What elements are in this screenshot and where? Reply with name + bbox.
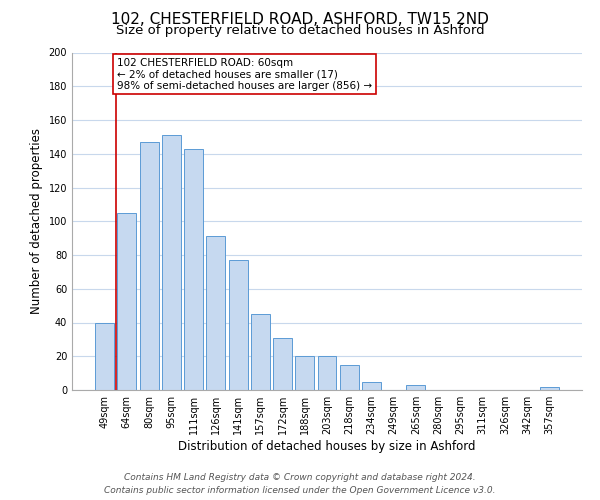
Bar — [340, 364, 359, 390]
Bar — [162, 135, 181, 390]
Bar — [140, 142, 158, 390]
X-axis label: Distribution of detached houses by size in Ashford: Distribution of detached houses by size … — [178, 440, 476, 453]
Bar — [95, 322, 114, 390]
Bar — [362, 382, 381, 390]
Bar — [295, 356, 314, 390]
Bar — [206, 236, 225, 390]
Bar — [118, 213, 136, 390]
Y-axis label: Number of detached properties: Number of detached properties — [30, 128, 43, 314]
Text: Size of property relative to detached houses in Ashford: Size of property relative to detached ho… — [116, 24, 484, 37]
Bar — [540, 386, 559, 390]
Text: Contains HM Land Registry data © Crown copyright and database right 2024.
Contai: Contains HM Land Registry data © Crown c… — [104, 474, 496, 495]
Bar — [251, 314, 270, 390]
Bar — [406, 385, 425, 390]
Bar — [184, 148, 203, 390]
Text: 102, CHESTERFIELD ROAD, ASHFORD, TW15 2ND: 102, CHESTERFIELD ROAD, ASHFORD, TW15 2N… — [111, 12, 489, 28]
Bar — [273, 338, 292, 390]
Text: 102 CHESTERFIELD ROAD: 60sqm
← 2% of detached houses are smaller (17)
98% of sem: 102 CHESTERFIELD ROAD: 60sqm ← 2% of det… — [117, 58, 372, 91]
Bar — [317, 356, 337, 390]
Bar — [229, 260, 248, 390]
